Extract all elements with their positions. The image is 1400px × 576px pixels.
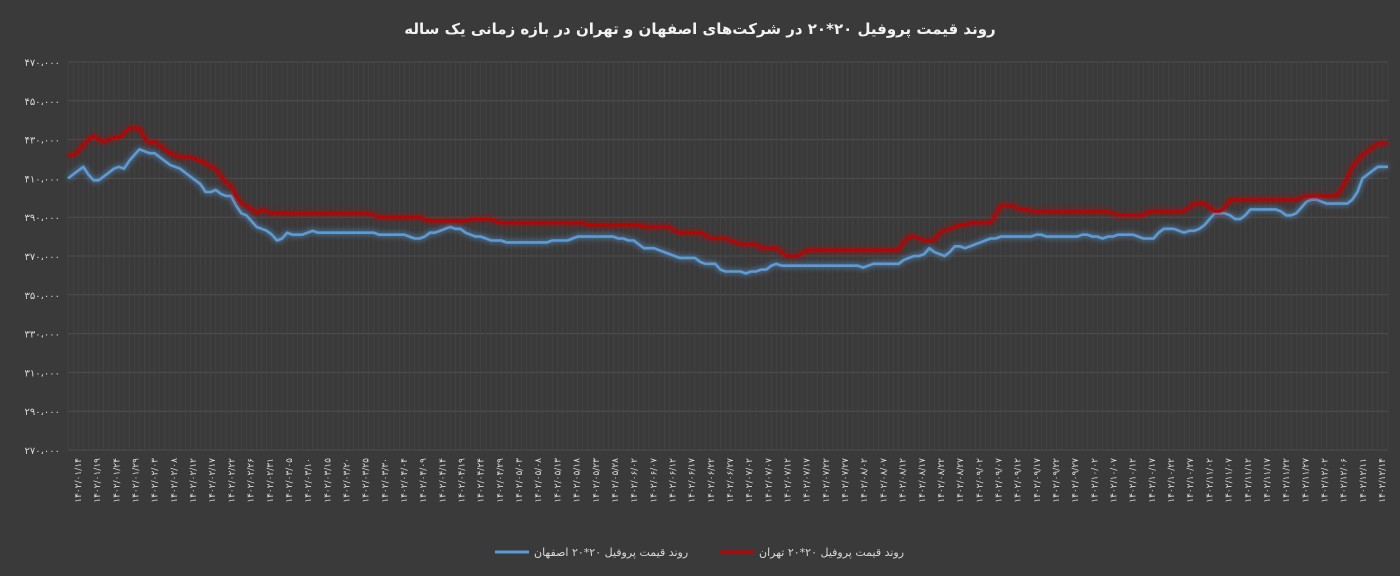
y-tick-label: ۴۵۰،۰۰۰ [25, 97, 60, 108]
x-tick-label: ۱۴۰۲/۰۸/۰۲ [860, 458, 870, 503]
x-tick-label: ۱۴۰۲/۰۶/۱۷ [688, 458, 698, 503]
x-tick-label: ۱۴۰۲/۰۸/۱۲ [899, 458, 909, 503]
x-tick-label: ۱۴۰۲/۰۴/۲۴ [477, 458, 487, 503]
x-tick-label: ۱۴۰۲/۱۰/۰۲ [1090, 458, 1100, 503]
x-tick-label: ۱۴۰۲/۱۱/۲۷ [1301, 458, 1311, 503]
y-axis: ۲۷۰،۰۰۰ ۲۹۰،۰۰۰ ۳۱۰،۰۰۰ ۳۳۰،۰۰۰ ۳۵۰،۰۰۰ ۳۷۰،۰… [25, 58, 60, 457]
x-tick-label: ۱۴۰۲/۱۰/۱۷ [1148, 458, 1158, 503]
series-line-tehran [68, 126, 1388, 258]
x-tick-label: ۱۴۰۲/۰۱/۲۴ [112, 458, 122, 503]
x-tick-label: ۱۴۰۲/۰۹/۰۷ [994, 458, 1004, 503]
x-tick-label: ۱۴۰۲/۰۷/۰۷ [764, 458, 774, 503]
x-tick-label: ۱۴۰۲/۰۹/۰۲ [975, 458, 985, 503]
y-tick-label: ۳۵۰،۰۰۰ [25, 291, 60, 302]
y-tick-label: ۴۷۰،۰۰۰ [25, 58, 60, 69]
x-tick-label: ۱۴۰۲/۰۳/۱۵ [323, 458, 333, 503]
x-tick-label: ۱۴۰۲/۰۷/۱۷ [803, 458, 813, 503]
x-tick-label: ۱۴۰۲/۱۲/۰۶ [1340, 458, 1350, 503]
x-tick-label: ۱۴۰۲/۰۷/۰۲ [745, 458, 755, 503]
x-tick-label: ۱۴۰۲/۰۳/۳۰ [381, 458, 391, 503]
x-tick-label: ۱۴۰۲/۰۵/۲۳ [592, 458, 602, 503]
x-tick-label: ۱۴۰۲/۰۲/۱۷ [208, 458, 218, 503]
x-tick-label: ۱۴۰۲/۰۲/۲۲ [227, 458, 237, 503]
x-tick-label: ۱۴۰۲/۰۲/۱۲ [189, 458, 199, 503]
x-tick-label: ۱۴۰۲/۰۷/۲۷ [841, 458, 851, 503]
x-tick-label: ۱۴۰۲/۰۴/۰۴ [400, 458, 410, 503]
x-tick-label: ۱۴۰۲/۰۹/۱۲ [1014, 458, 1024, 503]
y-tick-label: ۳۱۰،۰۰۰ [25, 368, 60, 379]
y-tick-label: ۳۳۰،۰۰۰ [25, 330, 60, 341]
x-tick-label: ۱۴۰۲/۰۵/۲۸ [611, 458, 621, 503]
series-layer [67, 126, 1388, 275]
x-tick-label: ۱۴۰۲/۰۶/۱۲ [668, 458, 678, 503]
x-tick-label: ۱۴۰۲/۰۱/۱۴ [74, 458, 84, 503]
grid [67, 61, 1389, 451]
x-tick-label: ۱۴۰۲/۰۲/۰۳ [151, 458, 161, 503]
y-tick-label: ۴۱۰،۰۰۰ [25, 174, 60, 185]
x-tick-label: ۱۴۰۲/۰۱/۲۹ [132, 458, 142, 503]
x-tick-label: ۱۴۰۲/۰۴/۱۹ [458, 458, 468, 503]
x-tick-label: ۱۴۰۲/۰۵/۰۳ [515, 458, 525, 503]
x-tick-label: ۱۴۰۲/۱۱/۰۲ [1205, 458, 1215, 503]
x-tick-label: ۱۴۰۲/۰۴/۰۹ [419, 458, 429, 503]
x-tick-label: ۱۴۰۲/۱۲/۱۱ [1359, 458, 1369, 503]
x-tick-label: ۱۴۰۲/۰۸/۲۲ [937, 458, 947, 503]
x-tick-label: ۱۴۰۲/۰۷/۲۲ [822, 458, 832, 503]
x-tick-label: ۱۴۰۲/۰۹/۱۷ [1033, 458, 1043, 503]
x-tick-label: ۱۴۰۲/۱۰/۲۲ [1167, 458, 1177, 503]
x-tick-label: ۱۴۰۲/۰۳/۲۰ [342, 458, 352, 503]
x-tick-label: ۱۴۰۲/۰۵/۱۸ [573, 458, 583, 503]
x-tick-label: ۱۴۰۲/۰۶/۰۷ [649, 458, 659, 503]
chart-title: روند قیمت پروفیل ۲۰*۲۰ در شرکت‌های اصفها… [404, 20, 995, 39]
x-tick-label: ۱۴۰۲/۰۳/۰۵ [285, 458, 295, 503]
x-tick-label: ۱۴۰۲/۰۴/۱۴ [438, 458, 448, 503]
x-tick-label: ۱۴۰۲/۰۲/۲۶ [247, 458, 257, 503]
x-tick-label: ۱۴۰۲/۱۲/۰۲ [1320, 458, 1330, 503]
x-tick-label: ۱۴۰۲/۱۱/۱۲ [1244, 458, 1254, 503]
x-tick-label: ۱۴۰۲/۱۰/۱۲ [1129, 458, 1139, 503]
x-tick-label: ۱۴۰۲/۱۱/۱۷ [1263, 458, 1273, 503]
x-tick-label: ۱۴۰۲/۰۵/۰۸ [534, 458, 544, 503]
x-tick-label: ۱۴۰۲/۱۲/۱۴ [1378, 458, 1388, 503]
y-tick-label: ۲۹۰،۰۰۰ [25, 407, 60, 418]
x-tick-label: ۱۴۰۲/۰۵/۱۳ [553, 458, 563, 503]
y-tick-label: ۳۷۰،۰۰۰ [25, 252, 60, 263]
legend: روند قیمت پروفیل ۲۰*۲۰ اصفهان روند قیمت … [495, 546, 904, 559]
y-tick-label: ۲۷۰،۰۰۰ [25, 446, 60, 457]
x-tick-label: ۱۴۰۲/۱۱/۲۲ [1282, 458, 1292, 503]
x-tick-label: ۱۴۰۲/۰۶/۰۲ [630, 458, 640, 503]
x-tick-label: ۱۴۰۲/۰۱/۱۹ [93, 458, 103, 503]
x-axis: ۱۴۰۲/۰۱/۱۴ ۱۴۰۲/۰۱/۱۹ ۱۴۰۲/۰۱/۲۴ ۱۴۰۲/۰۱/۲۹… [74, 458, 1388, 503]
x-tick-label: ۱۴۰۲/۰۳/۲۵ [362, 458, 372, 503]
x-tick-label: ۱۴۰۲/۰۲/۳۱ [266, 458, 276, 503]
x-tick-label: ۱۴۰۲/۰۴/۲۹ [496, 458, 506, 503]
x-tick-label: ۱۴۰۲/۰۳/۱۰ [304, 458, 314, 503]
x-tick-label: ۱۴۰۲/۰۷/۱۲ [784, 458, 794, 503]
y-tick-label: ۴۳۰،۰۰۰ [25, 136, 60, 147]
x-tick-label: ۱۴۰۲/۰۸/۰۷ [879, 458, 889, 503]
x-tick-label: ۱۴۰۲/۱۱/۰۷ [1225, 458, 1235, 503]
legend-label-isfahan: روند قیمت پروفیل ۲۰*۲۰ اصفهان [534, 546, 688, 559]
x-tick-label: ۱۴۰۲/۱۰/۰۷ [1110, 458, 1120, 503]
x-tick-label: ۱۴۰۲/۰۸/۱۷ [918, 458, 928, 503]
x-tick-label: ۱۴۰۲/۰۶/۲۷ [726, 458, 736, 503]
x-tick-label: ۱۴۰۲/۰۹/۲۲ [1052, 458, 1062, 503]
x-tick-label: ۱۴۰۲/۰۸/۲۷ [956, 458, 966, 503]
x-tick-label: ۱۴۰۲/۰۲/۰۸ [170, 458, 180, 503]
y-tick-label: ۳۹۰،۰۰۰ [25, 213, 60, 224]
x-tick-label: ۱۴۰۲/۰۹/۲۷ [1071, 458, 1081, 503]
x-tick-label: ۱۴۰۲/۱۰/۲۷ [1186, 458, 1196, 503]
series-line-isfahan [67, 148, 1388, 275]
x-tick-label: ۱۴۰۲/۰۶/۲۲ [707, 458, 717, 503]
legend-label-tehran: روند قیمت پروفیل ۲۰*۲۰ تهران [759, 546, 904, 559]
